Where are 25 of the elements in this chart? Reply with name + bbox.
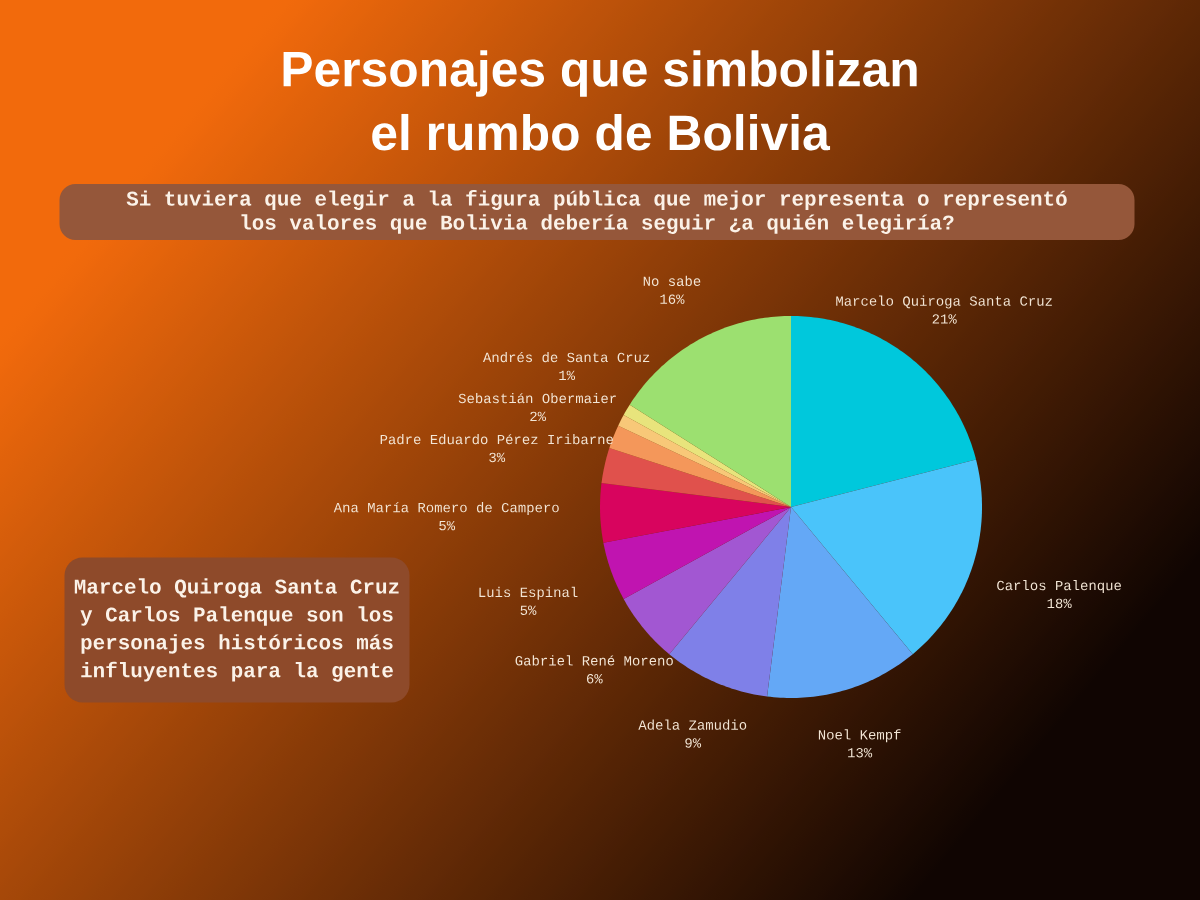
slice-label: Padre Eduardo Pérez Iribarne [380, 433, 613, 445]
data-label: 13% [848, 748, 873, 758]
slice-label: Adela Zamudio [638, 719, 747, 730]
data-label: 2% [530, 411, 547, 422]
chart-subtitle: Si tuviera que elegir a la figura pública que mejor representa o representó los valores que Bolivia debería seguir ¿a quién elegiría? [126, 190, 1067, 234]
slice-label: Ana María Romero de Campero [333, 502, 559, 516]
slice-label: No sabe [643, 275, 701, 286]
chart-title: Personajes que simbolizan el rumbo de Bolivia [283, 50, 917, 151]
slice-label: Andrés de Santa Cruz [482, 351, 650, 363]
data-label: 9% [685, 738, 702, 748]
data-label: 3% [489, 452, 506, 463]
slice-label: Noel Kempf [818, 729, 901, 743]
data-label: 5% [439, 520, 456, 531]
slice-label: Sebastián Obermaier [458, 392, 616, 404]
data-label: 18% [1047, 598, 1072, 609]
data-label: 6% [586, 673, 603, 684]
slice-label: Luis Espinal [479, 586, 578, 600]
data-label: 21% [932, 314, 957, 324]
text: Marcelo Quiroga Santa Cruz y Carlos Palenque son los personajes históricos más influyentes para la gente [74, 578, 399, 682]
slice-label: Marcelo Quiroga Santa Cruz [836, 295, 1052, 309]
slice-label: Gabriel René Moreno [515, 655, 673, 666]
data-label: 1% [559, 370, 576, 381]
slice-label: Carlos Palenque [997, 580, 1121, 593]
data-label: 5% [520, 605, 537, 615]
data-label: 16% [660, 294, 685, 304]
